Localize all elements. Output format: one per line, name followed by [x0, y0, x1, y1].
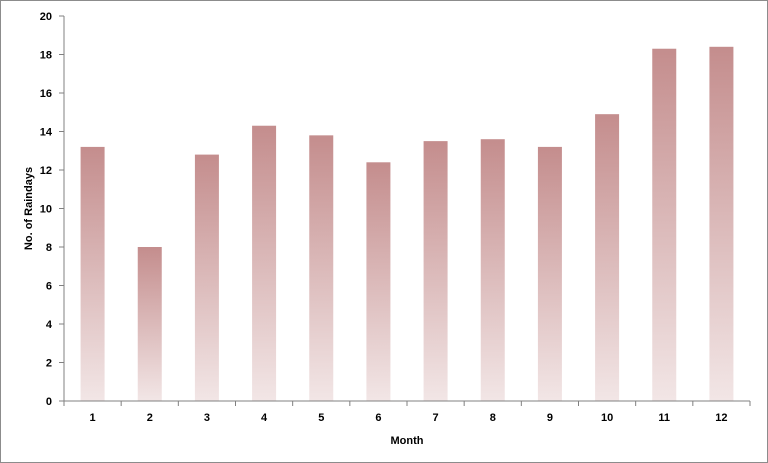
- x-tick-label: 4: [261, 412, 268, 424]
- bar: [252, 125, 277, 401]
- x-axis-title: Month: [391, 435, 424, 447]
- x-tick-label: 9: [547, 412, 553, 424]
- bar: [423, 141, 448, 401]
- y-tick-label: 6: [46, 281, 52, 293]
- y-axis-ticks: 0 2 4 6 8 10 12 14 16 18 20: [40, 11, 64, 408]
- y-tick-label: 2: [46, 358, 52, 370]
- x-tick-label: 2: [147, 412, 153, 424]
- x-axis-ticks: 1 2 3 4 5 6 7 8 9 10 11 12: [63, 401, 751, 424]
- bar: [366, 162, 391, 401]
- x-tick-label: 11: [658, 412, 670, 424]
- y-tick-label: 12: [40, 165, 52, 177]
- x-tick-label: 10: [601, 412, 613, 424]
- y-tick-label: 4: [46, 319, 53, 331]
- bar: [709, 46, 734, 402]
- x-tick-label: 5: [318, 412, 324, 424]
- y-tick-label: 14: [40, 127, 53, 139]
- x-tick-label: 1: [90, 412, 96, 424]
- bars: [80, 46, 734, 402]
- y-axis-title: No. of Raindays: [23, 167, 35, 250]
- bar: [480, 139, 505, 401]
- y-tick-label: 20: [40, 11, 52, 23]
- x-tick-label: 3: [204, 412, 210, 424]
- y-tick-label: 10: [40, 204, 52, 216]
- bar: [137, 247, 162, 401]
- y-tick-label: 8: [46, 242, 52, 254]
- bar: [194, 154, 219, 401]
- x-tick-label: 6: [375, 412, 381, 424]
- x-tick-label: 7: [433, 412, 439, 424]
- y-tick-label: 16: [40, 88, 52, 100]
- x-tick-label: 8: [490, 412, 496, 424]
- bar: [652, 48, 677, 401]
- bar: [595, 114, 620, 402]
- bar: [80, 146, 105, 401]
- y-tick-label: 18: [40, 50, 52, 62]
- bar: [537, 146, 562, 401]
- bar: [309, 135, 334, 401]
- x-tick-label: 12: [715, 412, 727, 424]
- y-tick-label: 0: [46, 396, 52, 408]
